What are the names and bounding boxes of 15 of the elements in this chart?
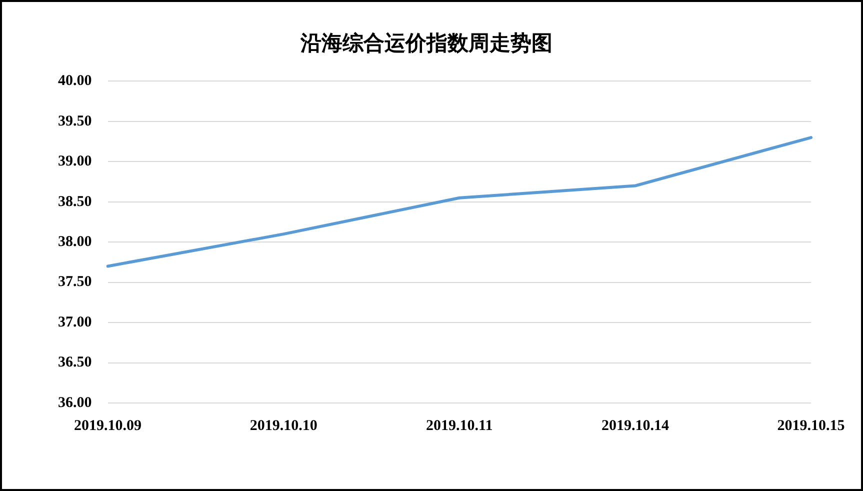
- y-tick-label: 39.50: [58, 113, 92, 130]
- x-tick-label: 2019.10.09: [74, 418, 142, 434]
- y-tick-label: 37.50: [58, 274, 92, 290]
- x-tick-label: 2019.10.15: [777, 418, 845, 434]
- y-tick-label: 37.00: [58, 314, 92, 330]
- x-tick-label: 2019.10.10: [250, 418, 318, 434]
- y-tick-label: 36.50: [58, 354, 92, 371]
- y-tick-label: 38.50: [58, 194, 92, 210]
- y-tick-label: 38.00: [58, 234, 92, 250]
- y-tick-label: 40.00: [58, 73, 92, 90]
- y-tick-label: 39.00: [58, 154, 92, 170]
- chart-title: 沿海综合运价指数周走势图: [300, 31, 552, 56]
- x-tick-label: 2019.10.11: [426, 418, 493, 434]
- y-tick-label: 36.00: [58, 394, 92, 411]
- x-tick-label: 2019.10.14: [601, 418, 670, 434]
